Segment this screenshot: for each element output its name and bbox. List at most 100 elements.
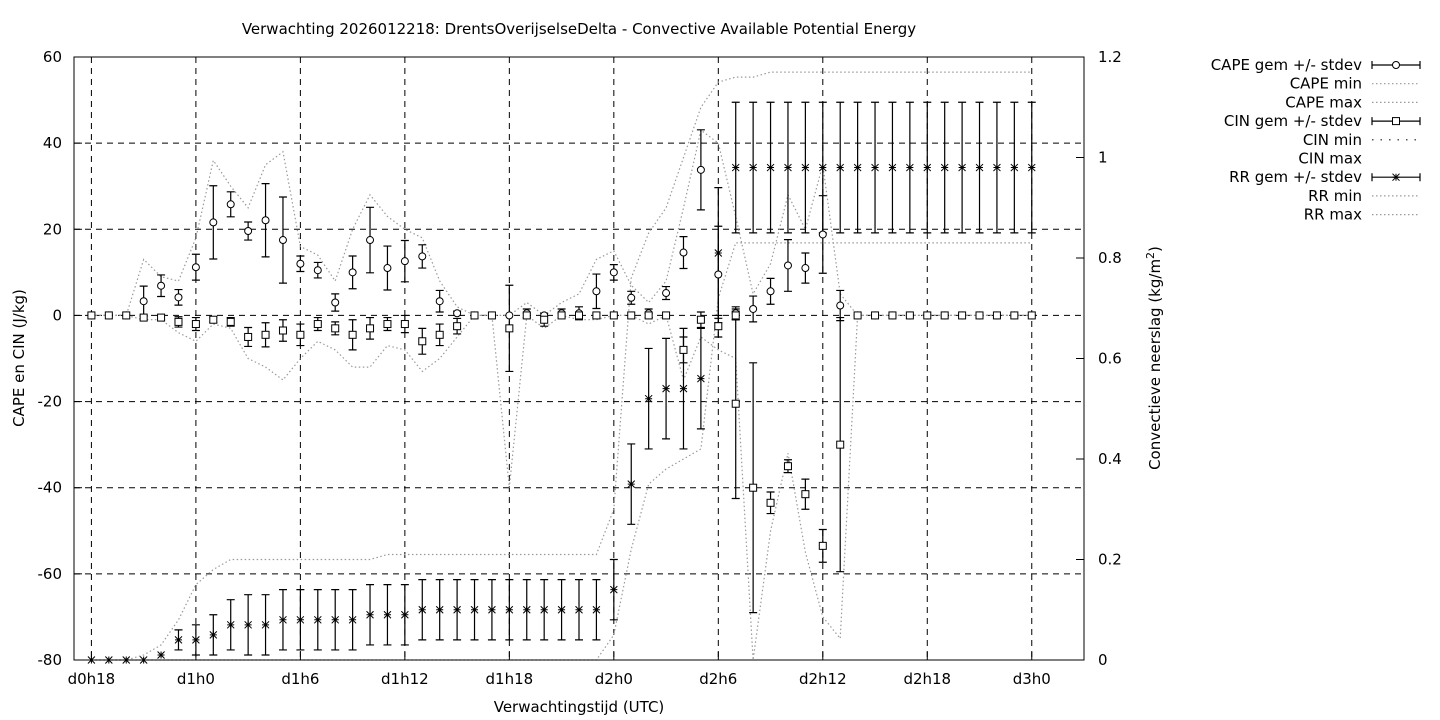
cin-marker bbox=[313, 320, 322, 329]
cin-marker bbox=[348, 330, 357, 339]
cin-marker bbox=[522, 311, 531, 320]
cape-marker bbox=[435, 297, 444, 306]
error-bars bbox=[139, 101, 1036, 656]
legend-label: RR gem +/- stdev bbox=[1229, 168, 1362, 186]
plot-frame bbox=[73, 56, 1085, 661]
rr-marker bbox=[261, 620, 270, 629]
cin-marker bbox=[278, 326, 287, 335]
cin-marker bbox=[818, 541, 827, 550]
cape-marker bbox=[296, 259, 305, 268]
cape-marker bbox=[609, 268, 618, 277]
cin-marker bbox=[679, 345, 688, 354]
cin-marker bbox=[400, 320, 409, 329]
cin-marker bbox=[749, 483, 758, 492]
cape-marker bbox=[313, 266, 322, 275]
cin-marker bbox=[104, 311, 113, 320]
cape-marker bbox=[836, 301, 845, 310]
y2-tick-label: 0.8 bbox=[1098, 249, 1122, 267]
y-axis-label: CAPE en CIN (J/kg) bbox=[10, 289, 28, 427]
rr-marker bbox=[923, 163, 932, 172]
cin-marker bbox=[575, 311, 583, 320]
rr-marker bbox=[157, 651, 165, 659]
x-tick-label: d2h18 bbox=[903, 670, 951, 688]
cape-marker bbox=[139, 297, 148, 306]
cape-marker bbox=[366, 236, 375, 245]
legend-label: RR max bbox=[1304, 206, 1362, 224]
rr-marker bbox=[818, 163, 827, 172]
cin-marker bbox=[87, 311, 96, 320]
cape-marker bbox=[679, 248, 688, 257]
legend-marker-square bbox=[1392, 117, 1400, 126]
rr-marker bbox=[488, 605, 496, 614]
cape-marker bbox=[714, 270, 723, 279]
rr-marker bbox=[731, 163, 740, 172]
y2-tick-label: 1.2 bbox=[1098, 48, 1122, 66]
y2-axis-label-tail: ) bbox=[1146, 246, 1164, 252]
x-tick-label: d0h18 bbox=[68, 670, 116, 688]
grid bbox=[74, 57, 1084, 660]
cape-marker bbox=[261, 216, 270, 225]
rr-marker bbox=[609, 585, 618, 594]
rr-marker bbox=[627, 480, 636, 488]
x-axis-label: Verwachtingstijd (UTC) bbox=[494, 698, 665, 716]
rr-marker bbox=[958, 163, 966, 172]
legend-label: CAPE max bbox=[1285, 93, 1362, 111]
cape-marker bbox=[278, 236, 287, 245]
rr-marker bbox=[836, 163, 845, 172]
rr-marker bbox=[697, 374, 705, 383]
y-tick-label: 40 bbox=[43, 134, 62, 152]
cin-marker bbox=[905, 311, 914, 320]
x-tick-label: d1h18 bbox=[486, 670, 534, 688]
rr-marker bbox=[453, 605, 461, 614]
rr-marker bbox=[679, 384, 688, 393]
rr-marker bbox=[418, 605, 427, 614]
y2-tick-label: 0 bbox=[1098, 651, 1108, 669]
rr-marker bbox=[801, 163, 810, 172]
y-tick-label: -20 bbox=[38, 393, 63, 411]
cape-marker bbox=[696, 165, 705, 174]
rr-marker bbox=[192, 636, 200, 644]
cin-marker bbox=[714, 322, 723, 331]
y2-axis-label: Convectieve neerslag (kg/m2) bbox=[1144, 246, 1164, 470]
y2-axis-label-text: Convectieve neerslag (kg/m bbox=[1146, 259, 1164, 470]
rr-marker bbox=[575, 605, 583, 614]
legend-label: CAPE min bbox=[1290, 75, 1362, 93]
rr-marker bbox=[279, 615, 287, 624]
rr-marker bbox=[435, 605, 444, 614]
rr-marker bbox=[348, 615, 357, 624]
cape-marker bbox=[592, 287, 601, 296]
cape-marker bbox=[418, 252, 427, 261]
rr-marker bbox=[296, 615, 305, 624]
rr-marker bbox=[401, 610, 409, 619]
x-tick-label: d2h12 bbox=[799, 670, 847, 688]
cin-marker bbox=[557, 311, 566, 320]
y-tick-label: -80 bbox=[38, 651, 63, 669]
rr-marker bbox=[993, 163, 1001, 172]
cape-marker bbox=[818, 230, 827, 239]
cin-marker bbox=[958, 311, 967, 320]
y2-axis-label-sup: 2 bbox=[1144, 252, 1157, 259]
rr-marker bbox=[505, 605, 514, 614]
cin-marker bbox=[366, 324, 375, 333]
y-tick-label: 20 bbox=[43, 220, 62, 238]
cin-marker bbox=[453, 322, 462, 331]
legend-label: RR min bbox=[1308, 187, 1362, 205]
legend-marker-star bbox=[1392, 173, 1400, 182]
rr-marker bbox=[766, 163, 775, 172]
chart-title: Verwachting 2026012218: DrentsOverijsels… bbox=[242, 20, 916, 38]
cape-marker bbox=[244, 227, 253, 236]
y2-tick-label: 0.4 bbox=[1098, 450, 1122, 468]
y-tick-label: -40 bbox=[38, 479, 63, 497]
cin-marker bbox=[801, 490, 810, 499]
rr-marker bbox=[557, 605, 566, 614]
cin-marker bbox=[975, 311, 984, 320]
cape-marker bbox=[627, 293, 636, 302]
cin-marker bbox=[731, 311, 740, 320]
rr-marker bbox=[174, 636, 183, 644]
cin-marker bbox=[505, 324, 514, 333]
curve-cape-max bbox=[91, 129, 1032, 317]
rr-marker bbox=[592, 605, 601, 614]
rr-marker bbox=[244, 620, 252, 629]
cin-marker bbox=[592, 311, 601, 320]
y2-tick-label: 1 bbox=[1098, 149, 1108, 167]
